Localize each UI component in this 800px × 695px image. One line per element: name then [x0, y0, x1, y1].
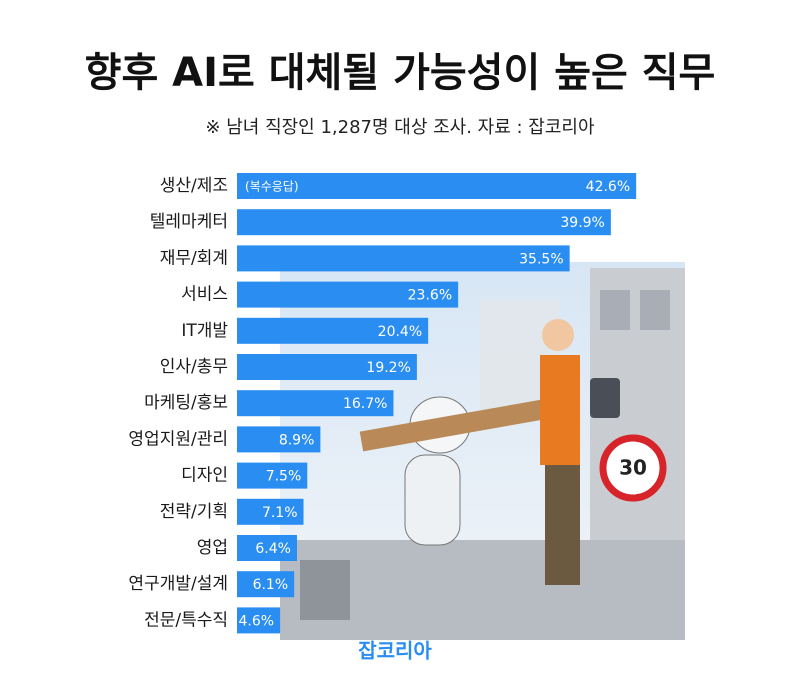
bar [237, 498, 304, 525]
illustration: 30 [280, 262, 685, 640]
value-label: 35.5% [519, 251, 563, 267]
category-label: 생산/제조 [160, 176, 228, 196]
category-label: 영업지원/관리 [128, 429, 228, 449]
bar [237, 390, 394, 417]
category-label: 영업 [197, 538, 228, 558]
category-label: 디자인 [181, 466, 228, 486]
bar [237, 571, 295, 598]
sign-text: 30 [619, 456, 647, 480]
category-label: 전문/특수직 [144, 610, 228, 630]
category-label: 전략/기획 [160, 502, 228, 522]
bar [237, 173, 637, 199]
value-label: 19.2% [366, 360, 410, 376]
value-label: 16.7% [343, 396, 387, 412]
category-label: IT개발 [181, 321, 228, 341]
value-label: 42.6% [586, 179, 630, 195]
bar [237, 281, 459, 308]
bar [237, 462, 308, 489]
value-label: 6.4% [255, 541, 291, 557]
chart-title: 향후 AI로 대체될 가능성이 높은 직무 [85, 50, 716, 96]
value-label: 23.6% [408, 288, 452, 304]
bar [237, 245, 570, 272]
value-label: 7.5% [266, 469, 302, 485]
bar [237, 317, 429, 344]
category-label: 연구개발/설계 [128, 574, 228, 594]
value-label: 20.4% [378, 324, 422, 340]
bar [237, 426, 321, 453]
bar [237, 209, 611, 236]
category-label: 텔레마케터 [150, 212, 228, 232]
value-label: 6.1% [253, 577, 289, 593]
value-label: 8.9% [279, 432, 315, 448]
value-label: 4.6% [239, 613, 275, 629]
category-label: 인사/총무 [160, 357, 228, 377]
bar [237, 535, 297, 561]
bar [237, 354, 417, 380]
bars: 생산/제조 42.6% 텔레마케터 39.9% 재무/회계 35.5% 서비스 23.6% IT… [128, 173, 637, 634]
value-label: 7.1% [262, 505, 298, 521]
annotation: (복수응답) [245, 180, 299, 194]
category-label: 서비스 [181, 285, 228, 305]
brand: 잡코리아 [358, 639, 432, 663]
category-label: 마케팅/홍보 [144, 393, 228, 413]
bar [237, 607, 281, 634]
value-label: 39.9% [560, 215, 604, 231]
chart-subtitle: ※ 남녀 직장인 1,287명 대상 조사. 자료 : 잡코리아 [205, 117, 595, 138]
category-label: 재무/회계 [160, 248, 228, 268]
